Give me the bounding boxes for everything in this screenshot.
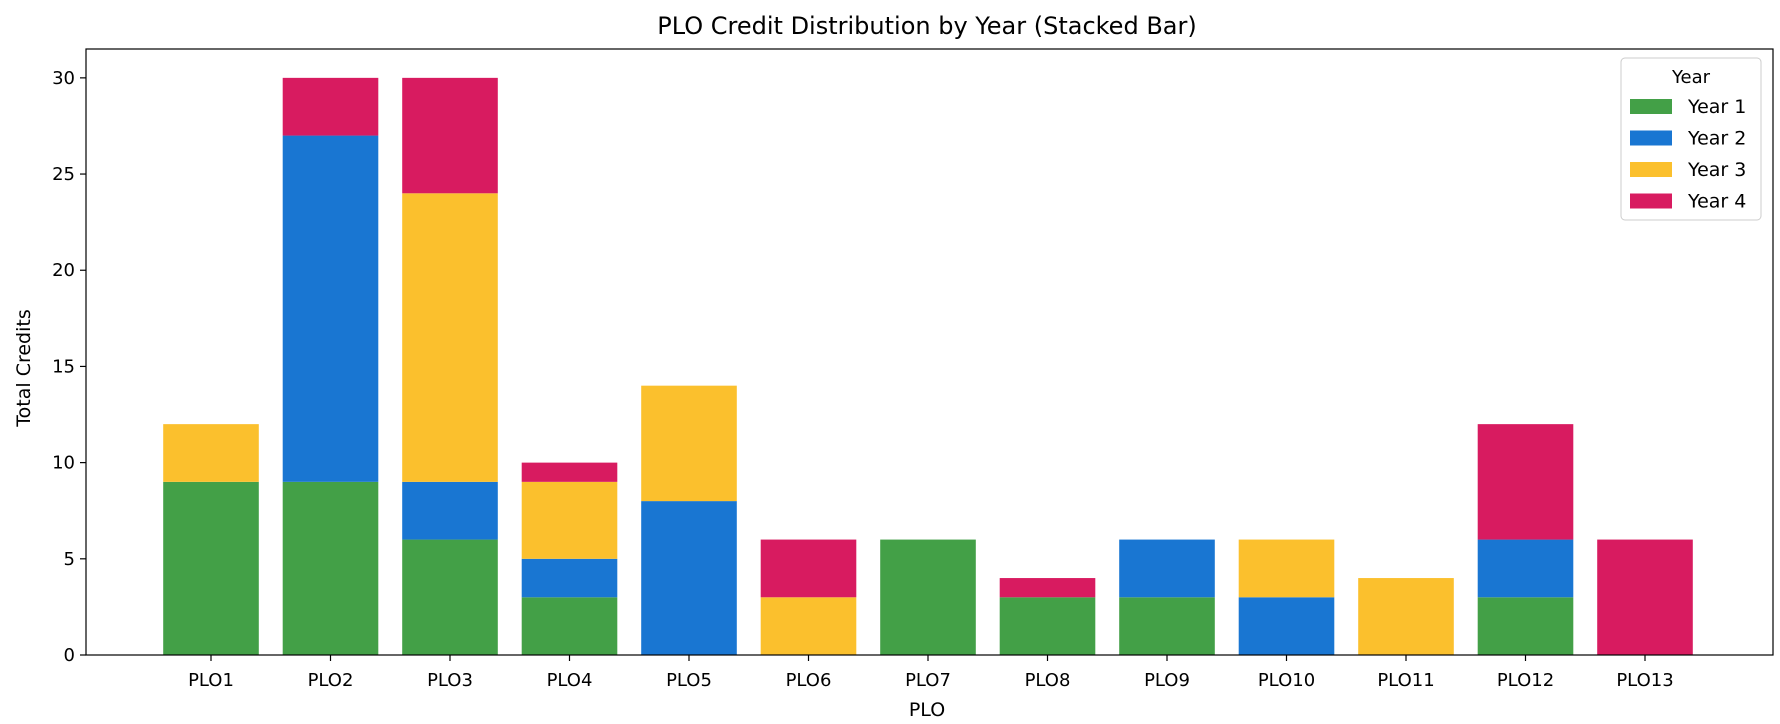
x-tick-label: PLO4 — [547, 670, 593, 691]
x-axis-label: PLO — [909, 699, 945, 721]
bar-segment — [1477, 539, 1574, 598]
legend-label: Year 3 — [1687, 159, 1746, 181]
x-tick-label: PLO3 — [427, 670, 473, 691]
y-tick-label: 20 — [52, 260, 75, 281]
x-tick-label: PLO2 — [308, 670, 354, 691]
x-tick-label: PLO11 — [1377, 670, 1434, 691]
bar-segment — [880, 539, 976, 655]
bar-segment — [402, 539, 498, 655]
bar-segment — [282, 135, 379, 482]
bar-segment — [163, 481, 259, 655]
y-tick-label: 30 — [52, 68, 75, 89]
bar-segment — [402, 77, 498, 194]
legend: Year Year 1 Year 2 Year 3 Year 4 — [1620, 57, 1762, 221]
legend-swatch — [1630, 193, 1672, 209]
legend-swatch — [1630, 162, 1672, 177]
x-tick-label: PLO6 — [786, 670, 832, 691]
legend-label: Year 1 — [1687, 96, 1746, 118]
axes-frame — [85, 48, 1774, 656]
bar-segment — [521, 558, 618, 598]
legend-swatch — [1630, 130, 1672, 146]
bar-segment — [1477, 597, 1574, 655]
bar-segment — [760, 597, 857, 655]
plot-area: 0 5 10 15 20 25 30 PLO1 PLO2 PLO3 PLO4 PLO5 PLO6 PLO7… — [52, 48, 1774, 691]
legend-box — [1620, 57, 1762, 221]
x-tick-label: PLO13 — [1616, 670, 1673, 691]
x-tick-label: PLO1 — [188, 670, 234, 691]
legend-swatch — [1630, 99, 1672, 114]
x-tick-label: PLO10 — [1258, 670, 1315, 691]
legend-label: Year 4 — [1687, 191, 1746, 213]
bar-segment — [1358, 578, 1454, 655]
bar-segment — [1477, 424, 1574, 540]
y-tick-label: 10 — [52, 453, 75, 474]
bar-segment — [521, 597, 618, 655]
bar-segment — [521, 481, 618, 559]
bar-segment — [999, 578, 1096, 598]
bar-segment — [282, 481, 379, 655]
bar-segment — [402, 193, 498, 482]
x-tick-label: PLO8 — [1025, 670, 1071, 691]
x-tick-label: PLO9 — [1144, 670, 1190, 691]
bar-segment — [521, 462, 618, 482]
bar-segment — [641, 501, 737, 655]
bar-segment — [1597, 539, 1693, 655]
y-tick-label: 5 — [64, 549, 75, 570]
x-tick-label: PLO7 — [905, 670, 951, 691]
legend-title: Year — [1671, 67, 1711, 88]
bar-segment — [641, 385, 737, 502]
y-axis-label: Total Credits — [13, 309, 35, 427]
bar-segment — [1238, 597, 1335, 655]
bar-segment — [163, 424, 259, 482]
y-tick-label: 25 — [52, 164, 75, 185]
legend-label: Year 2 — [1687, 128, 1746, 150]
bar-segment — [999, 597, 1096, 655]
bar-segment — [1119, 597, 1215, 655]
chart-title: PLO Credit Distribution by Year (Stacked… — [657, 12, 1196, 40]
bar-segment — [402, 481, 498, 540]
bar-segment — [760, 539, 857, 598]
bar-segment — [1238, 539, 1335, 598]
x-tick-label: PLO12 — [1497, 670, 1554, 691]
x-tick-label: PLO5 — [666, 670, 712, 691]
y-tick-label: 15 — [52, 356, 75, 377]
bars — [163, 77, 1693, 655]
y-tick-label: 0 — [64, 645, 75, 666]
bar-segment — [282, 77, 379, 136]
bar-segment — [1119, 539, 1215, 598]
